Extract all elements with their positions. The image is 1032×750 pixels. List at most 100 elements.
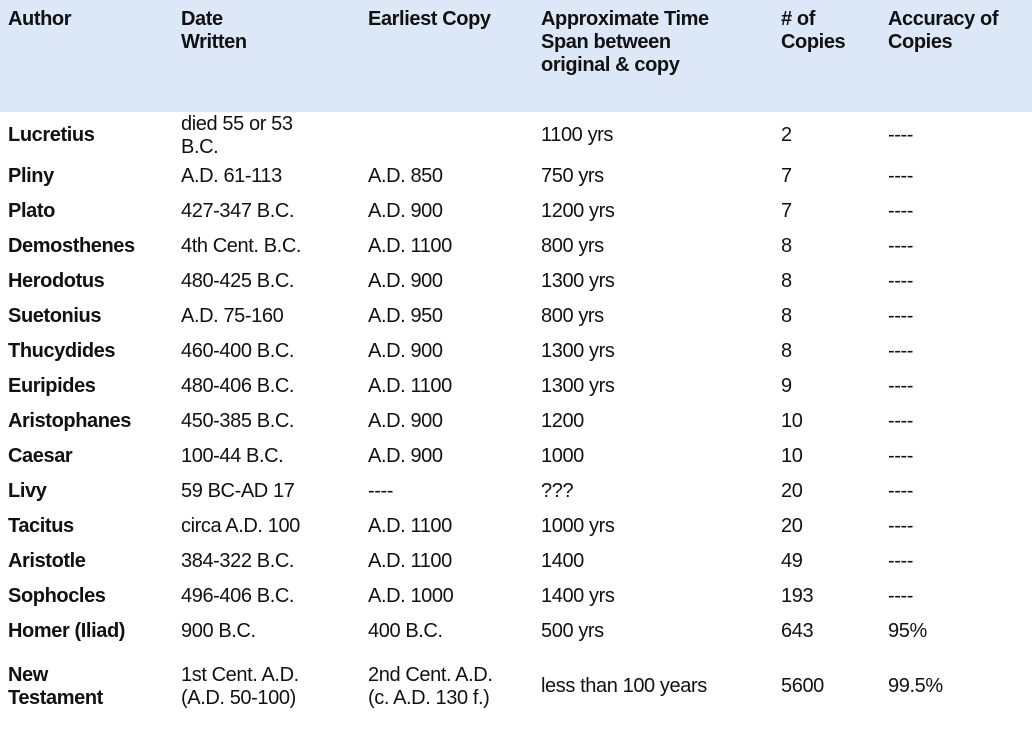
table-cell: 8 [773, 229, 880, 264]
cell-line: 1000 [541, 445, 584, 467]
table-row: Plato 427-347 B.C. A.D. 900 1200 yrs 7 ---- [0, 194, 1032, 229]
cell-line: 1300 yrs [541, 270, 615, 292]
cell-line: New [8, 663, 48, 686]
table-body: Lucretius died 55 or 53 B.C. 1100 yrs 2 ---- P… [0, 112, 1032, 724]
table-cell: ---- [880, 474, 1032, 509]
table-cell: 900 B.C. [173, 614, 360, 649]
cell-line: 5600 [781, 675, 824, 697]
table-cell: A.D. 900 [360, 404, 533, 439]
table-row: Livy 59 BC-AD 17 ----??? 20 ---- [0, 474, 1032, 509]
cell-line: 900 B.C. [181, 620, 256, 642]
cell-line: 1300 yrs [541, 375, 615, 397]
header-cell: Author [0, 0, 173, 112]
cell-line: ---- [888, 410, 914, 432]
table-cell: 1100 yrs [533, 112, 773, 159]
cell-line: Earliest Copy [368, 8, 491, 30]
cell-line: 99.5% [888, 675, 943, 697]
table-row: Euripides 480-406 B.C. A.D. 1100 1300 yrs 9 -… [0, 369, 1032, 404]
cell-line: 49 [781, 550, 803, 572]
table-cell: ---- [880, 509, 1032, 544]
table-cell: ??? [533, 474, 773, 509]
table-cell: 480-425 B.C. [173, 264, 360, 299]
manuscript-table: Author Date Written Earliest Copy Approximat… [0, 0, 1032, 724]
author-cell: Suetonius [0, 299, 173, 334]
header-cell: Date Written [173, 0, 360, 112]
cell-line: 193 [781, 585, 814, 607]
table-cell: 8 [773, 299, 880, 334]
table-cell: 193 [773, 579, 880, 614]
table-cell: 5600 [773, 649, 880, 724]
cell-line: Tacitus [8, 515, 74, 537]
author-cell: Sophocles [0, 579, 173, 614]
cell-line: 1400 yrs [541, 585, 615, 607]
cell-line: 8 [781, 340, 792, 362]
cell-line: 8 [781, 305, 792, 327]
table-cell: died 55 or 53 B.C. [173, 112, 360, 159]
cell-line: 1200 [541, 410, 584, 432]
table-row: Suetonius A.D. 75-160 A.D. 950 800 yrs 8 ---- [0, 299, 1032, 334]
cell-line: 750 yrs [541, 165, 604, 187]
header-row: Author Date Written Earliest Copy Approximat… [0, 0, 1032, 112]
header-cell: # of Copies [773, 0, 880, 112]
table-cell: A.D. 900 [360, 194, 533, 229]
author-cell: Tacitus [0, 509, 173, 544]
cell-line: 10 [781, 445, 803, 467]
cell-line: ---- [888, 270, 914, 292]
cell-line: Pliny [8, 165, 54, 187]
table-cell: A.D. 900 [360, 264, 533, 299]
table-cell: 800 yrs [533, 229, 773, 264]
cell-line: A.D. 61-113 [181, 165, 282, 187]
cell-line: (A.D. 50-100) [181, 686, 296, 709]
cell-line: ---- [888, 200, 914, 222]
cell-line: 1000 yrs [541, 515, 615, 537]
author-cell: Lucretius [0, 112, 173, 159]
table-cell: ---- [880, 369, 1032, 404]
cell-line: Approximate Time [541, 8, 709, 30]
table-cell: ---- [880, 404, 1032, 439]
cell-line: 1200 yrs [541, 200, 615, 222]
cell-line: ---- [888, 235, 914, 257]
cell-line: Suetonius [8, 305, 102, 327]
cell-line: Thucydides [8, 340, 116, 362]
header-cell: Earliest Copy [360, 0, 533, 112]
cell-line: A.D. 1100 [368, 375, 452, 397]
cell-line: 427-347 B.C. [181, 200, 295, 222]
table-row: Aristotle 384-322 B.C. A.D. 1100 1400 49 ---- [0, 544, 1032, 579]
cell-line: 20 [781, 515, 803, 537]
author-cell: Homer (Iliad) [0, 614, 173, 649]
table-cell: 49 [773, 544, 880, 579]
cell-line: 7 [781, 165, 792, 187]
table-cell: 500 yrs [533, 614, 773, 649]
table-cell: 95% [880, 614, 1032, 649]
cell-line: ---- [368, 480, 394, 502]
table-cell [360, 112, 533, 159]
cell-line: 1400 [541, 550, 584, 572]
cell-line: ---- [888, 515, 914, 537]
table-cell: 2nd Cent. A.D. (c. A.D. 130 f.) [360, 649, 533, 724]
table-cell: ---- [880, 264, 1032, 299]
cell-line: 450-385 B.C. [181, 410, 295, 432]
cell-line: 384-322 B.C. [181, 550, 295, 572]
cell-line: A.D. 900 [368, 410, 443, 432]
table-cell: A.D. 900 [360, 334, 533, 369]
cell-line: Accuracy of [888, 8, 999, 30]
cell-line: original & copy [541, 54, 680, 76]
cell-line: A.D. 900 [368, 445, 443, 467]
table-cell: 384-322 B.C. [173, 544, 360, 579]
cell-line: 59 BC-AD 17 [181, 480, 295, 502]
cell-line: Copies [781, 31, 846, 53]
table-cell: ---- [880, 299, 1032, 334]
cell-line: A.D. 950 [368, 305, 443, 327]
author-cell: Pliny [0, 159, 173, 194]
table-row: Sophocles 496-406 B.C. A.D. 1000 1400 yrs 19… [0, 579, 1032, 614]
table-row: Homer (Iliad) 900 B.C. 400 B.C. 500 yrs 643 9… [0, 614, 1032, 649]
header-cell: Approximate Time Span between original & c… [533, 0, 773, 112]
table-cell: 9 [773, 369, 880, 404]
cell-line: 800 yrs [541, 305, 604, 327]
table-row: Aristophanes 450-385 B.C. A.D. 900 1200 10 --… [0, 404, 1032, 439]
table-header: Author Date Written Earliest Copy Approximat… [0, 0, 1032, 112]
cell-line: ---- [888, 305, 914, 327]
table-cell: ---- [880, 334, 1032, 369]
cell-line: Aristophanes [8, 410, 132, 432]
author-cell: Livy [0, 474, 173, 509]
